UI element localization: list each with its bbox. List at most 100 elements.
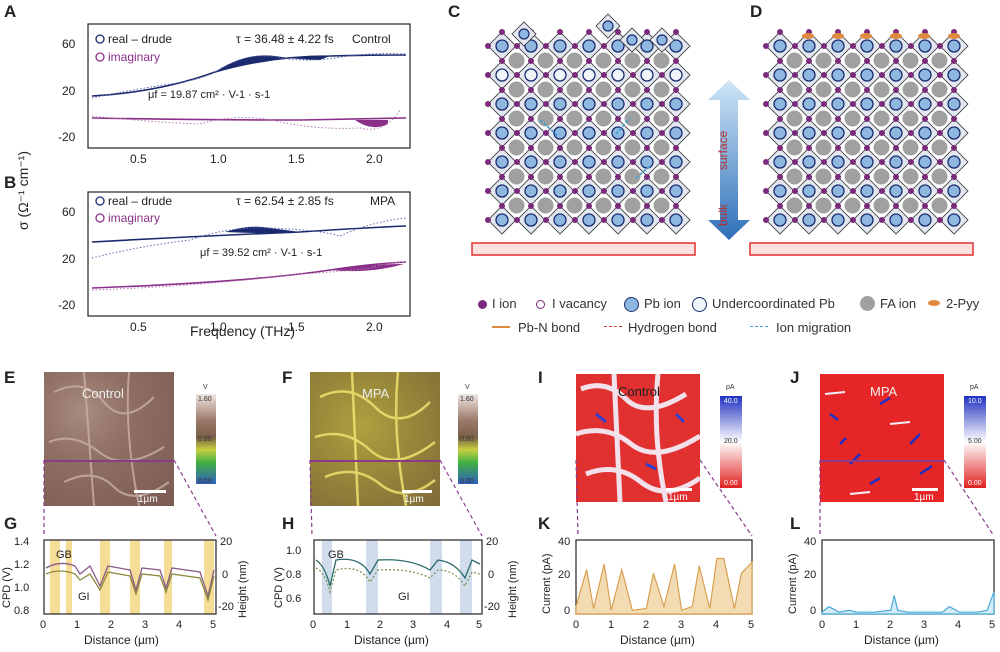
d-fa-ion bbox=[844, 110, 861, 127]
c-pb-ion bbox=[524, 155, 538, 169]
c-pb-ion bbox=[495, 126, 509, 140]
panel-label-k: K bbox=[538, 514, 551, 533]
c-i-ion bbox=[630, 159, 636, 165]
k-ylabel: Current (pA) bbox=[541, 553, 553, 614]
d-i-ion bbox=[879, 43, 885, 49]
a-label: Control bbox=[352, 32, 391, 46]
d-i-ion bbox=[821, 72, 827, 78]
c-i-ion bbox=[601, 130, 607, 136]
d-pb-ion bbox=[860, 68, 874, 82]
d-i-ion bbox=[864, 58, 870, 64]
legend-under-pb: Undercoordinated Pb bbox=[712, 296, 835, 311]
c-i-ion bbox=[644, 145, 650, 151]
map-e-scalebar bbox=[134, 490, 166, 493]
d-pb-ion bbox=[918, 184, 932, 198]
d-i-ion bbox=[908, 188, 914, 194]
c-fa-ion bbox=[508, 197, 525, 214]
d-i-ion bbox=[835, 145, 841, 151]
c-i-ion bbox=[499, 87, 505, 93]
h-xt-4: 4 bbox=[444, 619, 450, 631]
c-i-ion bbox=[485, 101, 491, 107]
map-j-label: MPA bbox=[870, 384, 898, 399]
d-i-ion bbox=[835, 203, 841, 209]
c-i-ion bbox=[572, 130, 578, 136]
d-pb-ion bbox=[860, 155, 874, 169]
d-pb-ion bbox=[802, 126, 816, 140]
d-i-ion bbox=[763, 130, 769, 136]
d-i-ion bbox=[937, 188, 943, 194]
d-fa-ion bbox=[902, 139, 919, 156]
d-i-ion bbox=[763, 159, 769, 165]
d-i-ion bbox=[922, 58, 928, 64]
d-pb-ion bbox=[773, 126, 787, 140]
c-pb-ion bbox=[582, 213, 596, 227]
c-i-ion bbox=[557, 174, 563, 180]
d-2pyy bbox=[832, 33, 844, 39]
c-pb-ion bbox=[582, 184, 596, 198]
d-fa-ion bbox=[844, 168, 861, 185]
c-fa-ion bbox=[566, 139, 583, 156]
g-gi: GI bbox=[78, 591, 90, 603]
c-pb-ion bbox=[524, 68, 538, 82]
c-pb-ion bbox=[611, 213, 625, 227]
c-ion-migration bbox=[539, 119, 559, 137]
c-ion-migration bbox=[635, 165, 651, 179]
panel-label-b: B bbox=[4, 173, 17, 192]
d-fa-ion bbox=[786, 168, 803, 185]
c-pb-ion bbox=[495, 213, 509, 227]
l-yl-0: 40 bbox=[804, 536, 816, 548]
d-i-ion bbox=[806, 116, 812, 122]
a-mu: μf = 19.87 cm² · V-1 · s-1 bbox=[148, 89, 270, 101]
d-i-ion bbox=[792, 159, 798, 165]
d-i-ion bbox=[850, 43, 856, 49]
d-fa-ion bbox=[844, 52, 861, 69]
c-pb-ion bbox=[524, 213, 538, 227]
h-xt-5: 5 bbox=[476, 619, 482, 631]
colorbar-e-mid: 0.80 bbox=[198, 436, 212, 443]
colorbar-f-bot: 0.00 bbox=[460, 478, 474, 485]
b-label: MPA bbox=[370, 194, 395, 208]
d-pb-ion bbox=[831, 155, 845, 169]
c-i-ion bbox=[630, 130, 636, 136]
l-xt-2: 2 bbox=[887, 619, 893, 631]
c-pb-ion bbox=[495, 68, 509, 82]
c-i-ion bbox=[644, 87, 650, 93]
migration-marker bbox=[750, 326, 768, 327]
d-pb-ion bbox=[831, 97, 845, 111]
h-xlabel: Distance (µm) bbox=[354, 633, 429, 647]
h-xt-1: 1 bbox=[344, 619, 350, 631]
d-pb-ion bbox=[802, 184, 816, 198]
d-pb-ion bbox=[802, 213, 816, 227]
l-xt-1: 1 bbox=[853, 619, 859, 631]
d-i-ion bbox=[937, 217, 943, 223]
d-i-ion bbox=[951, 58, 957, 64]
d-pb-ion bbox=[918, 126, 932, 140]
panel-label-h: H bbox=[282, 514, 295, 533]
b-legend-imag-marker bbox=[95, 213, 105, 223]
h-yr-2: -20 bbox=[484, 601, 500, 613]
k-xt-5: 5 bbox=[748, 619, 754, 631]
d-fa-ion bbox=[902, 168, 919, 185]
c-i-ion bbox=[673, 58, 679, 64]
l-xt-3: 3 bbox=[921, 619, 927, 631]
d-pb-ion bbox=[889, 184, 903, 198]
d-i-ion bbox=[792, 43, 798, 49]
c-fa-ion bbox=[537, 81, 554, 98]
c-fa-ion bbox=[624, 110, 641, 127]
g-yl-2: 1.0 bbox=[14, 582, 29, 594]
d-i-ion bbox=[850, 72, 856, 78]
legend-pb-ion: Pb ion bbox=[644, 296, 681, 311]
h-xt-2: 2 bbox=[377, 619, 383, 631]
c-i-ion bbox=[572, 72, 578, 78]
d-pb-ion bbox=[802, 68, 816, 82]
d-i-ion bbox=[908, 130, 914, 136]
c-pb-ion bbox=[582, 155, 596, 169]
c-i-ion bbox=[601, 101, 607, 107]
d-fa-ion bbox=[902, 197, 919, 214]
colorbar-j-bot: 0.00 bbox=[968, 480, 982, 487]
c-fa-ion bbox=[508, 139, 525, 156]
d-i-ion bbox=[792, 72, 798, 78]
d-i-ion bbox=[879, 130, 885, 136]
c-i-ion bbox=[485, 130, 491, 136]
c-i-ion bbox=[514, 43, 520, 49]
